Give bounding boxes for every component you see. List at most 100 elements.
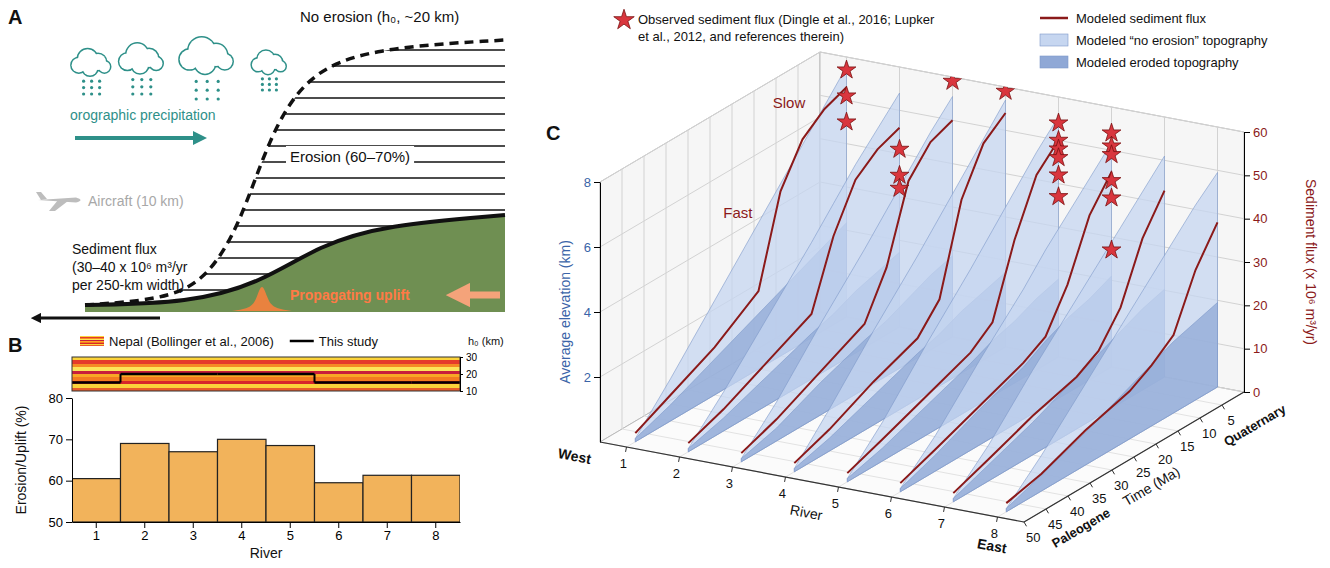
- y-axis-line: [72, 399, 73, 523]
- x-axis-tick-label: 4: [238, 528, 245, 543]
- h0-step: [412, 381, 461, 384]
- h0-axis-tick-label: 20: [466, 369, 478, 380]
- uplift-peak: [232, 287, 292, 311]
- cloud-fill: [217, 54, 232, 69]
- legend-swatch: [1040, 34, 1068, 46]
- y2-axis-tick: 20: [1244, 298, 1267, 313]
- h0-axis-tick-mark: [460, 391, 463, 392]
- rain-drop: [268, 88, 271, 91]
- x-axis-tick: 6: [335, 522, 342, 543]
- x-axis-tick: 7: [384, 522, 391, 543]
- h0-axis: 10 20 30: [460, 352, 478, 397]
- y2-axis-tick: 0: [1244, 385, 1260, 400]
- hatch-line: [60, 209, 505, 210]
- observed-star: [943, 71, 962, 89]
- uplift-label: Propagating uplift: [290, 287, 410, 303]
- h0-axis-tick-label: 10: [466, 386, 478, 397]
- direction-label: East: [976, 535, 1008, 556]
- bar: [169, 452, 218, 522]
- x-axis-tick-label: 6: [335, 528, 342, 543]
- panel-letter: C: [546, 122, 560, 144]
- y-axis-tick-mark: [66, 398, 72, 399]
- y-axis-tick-label: 2: [584, 370, 591, 385]
- label-backdrop: [286, 146, 414, 167]
- time-tick: [1024, 522, 1027, 526]
- bar: [412, 475, 461, 522]
- river-tick-label: 2: [673, 466, 680, 481]
- time-tick-label: 10: [1202, 426, 1216, 441]
- legend-swatch: [1040, 56, 1068, 68]
- rain-drop: [131, 92, 134, 95]
- y-axis-tick-mark: [594, 312, 600, 313]
- h0-step: [315, 381, 364, 384]
- y-axis-tick-label: 70: [49, 432, 63, 447]
- rain-drop: [217, 89, 220, 92]
- legend-label: Nepal (Bollinger et al., 2006): [109, 334, 274, 349]
- y-axis-tick-label: 60: [49, 473, 63, 488]
- rain-drop: [82, 86, 85, 89]
- h0-axis-title: h₀ (km): [468, 335, 504, 347]
- h0-axis-tick: 30: [460, 352, 478, 363]
- river-plane: [1006, 173, 1217, 512]
- time-tick: [1046, 509, 1049, 513]
- cloud: [72, 49, 110, 95]
- x-axis-tick-mark: [435, 522, 436, 528]
- x-axis-tick-label: 5: [287, 528, 294, 543]
- plot-marks: [635, 60, 1217, 512]
- y2-axis-tick: 50: [1244, 168, 1267, 183]
- wing: [49, 200, 68, 211]
- hatch-line: [60, 177, 505, 178]
- x-axis-tick-mark: [290, 522, 291, 528]
- cloud: [180, 37, 233, 100]
- river-tick-label: 3: [726, 476, 733, 491]
- rain-drop: [131, 85, 134, 88]
- y2-axis: 0102030405060: [1244, 125, 1267, 400]
- rain-drop: [98, 92, 101, 95]
- rain-drop: [149, 85, 152, 88]
- axis-title: Erosion/Uplift (%): [13, 406, 29, 515]
- x-axis-tick-mark: [144, 522, 145, 528]
- y-axis-tick: 50: [49, 515, 72, 530]
- x-axis-tick-label: 7: [384, 528, 391, 543]
- x-axis-tick: 8: [432, 522, 439, 543]
- panel-letter: B: [8, 334, 22, 356]
- rain-drop: [82, 92, 85, 95]
- uplift-arrow: [458, 292, 500, 299]
- river-tick: [996, 517, 998, 522]
- river-tick: [837, 487, 839, 492]
- x-axis-tick-label: 1: [93, 528, 100, 543]
- y-axis-tick-mark: [594, 247, 600, 248]
- precipitation-label: orographic precipitation: [70, 107, 216, 123]
- annotation: Slow: [773, 94, 806, 111]
- rain-drop: [275, 88, 278, 91]
- walls: [600, 52, 1244, 522]
- x-axis-tick-mark: [193, 522, 194, 528]
- observed-star: [1102, 240, 1121, 258]
- y2-axis-tick-label: 30: [1253, 255, 1267, 270]
- y2-axis-tick-mark: [1244, 219, 1250, 220]
- y2-axis-tick-mark: [1244, 392, 1250, 393]
- observed-star: [890, 178, 909, 196]
- step-connector: [314, 374, 316, 383]
- river-tick: [625, 447, 627, 452]
- y2-axis-tick-label: 60: [1253, 125, 1267, 140]
- aircraft-icon: [36, 192, 81, 211]
- time-tick: [1068, 496, 1071, 500]
- rain-drop: [98, 86, 101, 89]
- bars: [72, 439, 460, 522]
- rain-drop: [131, 78, 134, 81]
- legend: Modeled sediment fluxModeled “no erosion…: [614, 9, 1268, 69]
- cloud-fill: [132, 57, 148, 73]
- y-axis-tick: 4: [584, 305, 600, 320]
- x-axis-tick: 1: [93, 522, 100, 543]
- y-axis-line: [600, 183, 601, 443]
- y-axis-tick: 2: [584, 370, 600, 385]
- cloud-outline: [150, 57, 163, 70]
- x-axis-tick-label: 3: [190, 528, 197, 543]
- cloud-fill: [83, 61, 97, 75]
- river-tick-label: 6: [885, 506, 892, 521]
- cloud-outline: [217, 54, 232, 69]
- river-tick-label: 1: [620, 456, 627, 471]
- river-tick: [890, 497, 892, 502]
- h0-strip: [72, 357, 460, 391]
